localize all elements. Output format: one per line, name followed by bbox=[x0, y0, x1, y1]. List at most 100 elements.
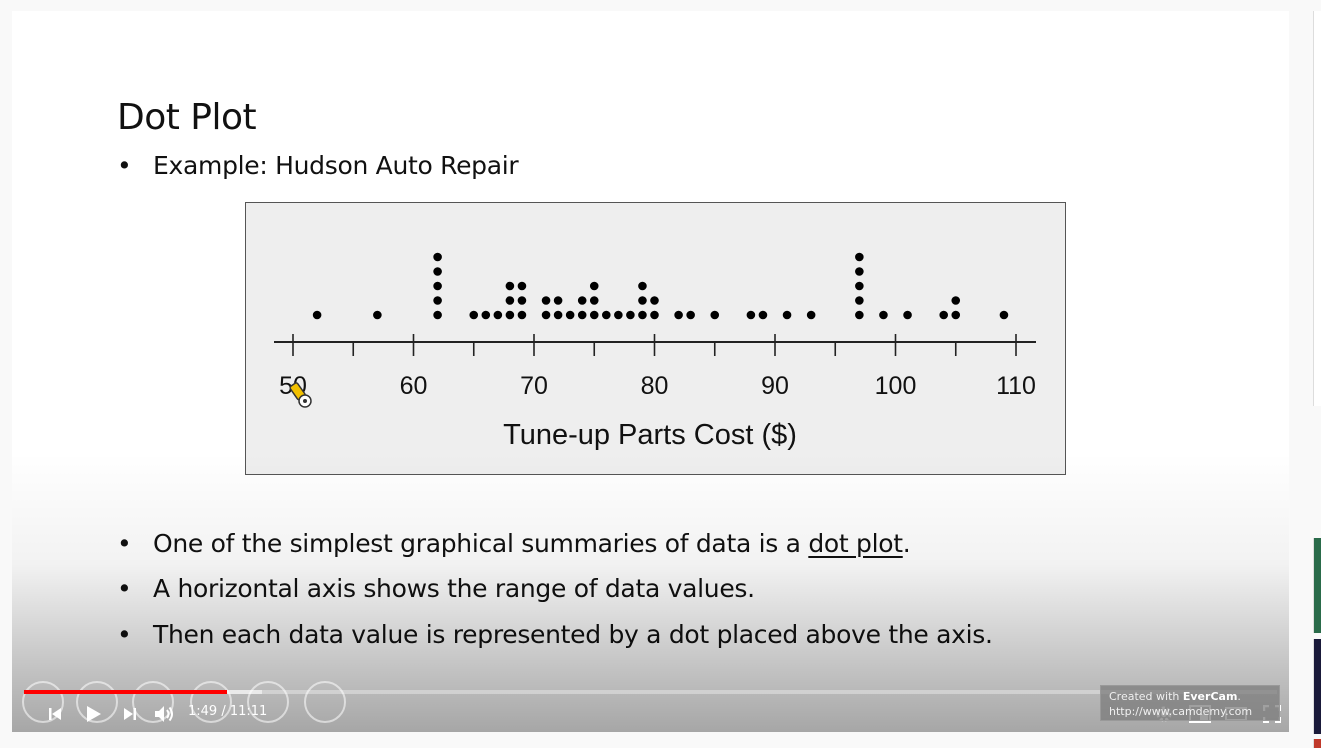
x-tick-label-70: 70 bbox=[520, 372, 548, 400]
right-sidebar-edge bbox=[1313, 11, 1321, 748]
evercam-watermark: Created with EverCam. http://www.camdemy… bbox=[1100, 685, 1280, 721]
dot-x74-2 bbox=[577, 296, 587, 305]
dot-x71-2 bbox=[541, 296, 551, 305]
x-axis-ticks bbox=[292, 334, 1017, 356]
bullet-glyph: • bbox=[117, 574, 132, 603]
evercam-zoom-circle bbox=[247, 681, 289, 723]
dot-x97-3 bbox=[855, 281, 864, 291]
dot-x69-3 bbox=[517, 281, 527, 291]
bullet-text: A horizontal axis shows the range of dat… bbox=[153, 574, 755, 603]
dot-x65-1 bbox=[469, 310, 479, 320]
dot-x77-1 bbox=[614, 310, 623, 320]
next-icon bbox=[124, 708, 136, 720]
dot-x80-1 bbox=[650, 310, 659, 320]
x-axis-tick-labels: 5060708090100110 bbox=[279, 372, 1036, 400]
slide-title: Dot Plot bbox=[117, 97, 257, 138]
volume-button[interactable] bbox=[152, 701, 178, 727]
sidebar-thumbnail[interactable] bbox=[1313, 739, 1321, 748]
evercam-slide-circle bbox=[190, 681, 232, 723]
dot-x105-2 bbox=[951, 296, 961, 305]
bullet-text-after: . bbox=[902, 529, 911, 558]
dot-x93-1 bbox=[806, 310, 816, 320]
dot-x83-1 bbox=[686, 310, 695, 320]
time-display: 1:49 / 11:11 bbox=[188, 704, 268, 719]
play-button[interactable] bbox=[80, 701, 106, 727]
dot-x74-1 bbox=[577, 310, 587, 320]
bullet-glyph: • bbox=[117, 620, 132, 649]
dot-x72-1 bbox=[553, 310, 563, 320]
x-tick-label-100: 100 bbox=[875, 372, 917, 400]
dot-x52-1 bbox=[312, 310, 322, 320]
dot-x85-1 bbox=[710, 310, 720, 320]
dot-x76-1 bbox=[602, 310, 611, 320]
progress-bar[interactable] bbox=[24, 690, 1277, 694]
dot-x75-3 bbox=[589, 281, 599, 291]
watermark-line-1: Created with EverCam. bbox=[1109, 689, 1271, 704]
volume-icon bbox=[155, 706, 173, 722]
dot-x68-1 bbox=[505, 310, 515, 320]
dot-x69-1 bbox=[517, 310, 527, 320]
dot-x68-3 bbox=[505, 281, 515, 291]
dot-x105-1 bbox=[951, 310, 961, 320]
slide-bullet-3: • Then each data value is represented by … bbox=[117, 620, 993, 649]
watermark-prefix: Created with bbox=[1109, 690, 1183, 703]
bullet-text-before: One of the simplest graphical summaries … bbox=[153, 529, 809, 558]
dot-x89-1 bbox=[758, 310, 768, 320]
progress-played bbox=[24, 690, 227, 694]
dot-x101-1 bbox=[903, 310, 912, 320]
video-frame-slide: Dot Plot •Example: Hudson Auto Repair 50… bbox=[12, 11, 1289, 732]
dot-x97-2 bbox=[855, 296, 864, 305]
bullet-text: Example: Hudson Auto Repair bbox=[153, 151, 519, 180]
dot-x62-4 bbox=[433, 267, 442, 276]
bullet-text: Then each data value is represented by a… bbox=[153, 620, 993, 649]
watermark-brand: EverCam bbox=[1182, 690, 1238, 703]
dot-x78-1 bbox=[626, 310, 635, 320]
sidebar-thumbnail[interactable] bbox=[1313, 639, 1321, 734]
watermark-line-2: http://www.camdemy.com bbox=[1109, 705, 1253, 718]
dot-plot-term: dot plot bbox=[808, 529, 903, 558]
watermark-suffix: . bbox=[1237, 690, 1241, 703]
slide-bullet-1: • One of the simplest graphical summaries… bbox=[117, 529, 911, 558]
dot-x104-1 bbox=[939, 310, 948, 320]
evercam-play-circle bbox=[76, 681, 118, 723]
dot-x82-1 bbox=[674, 310, 683, 320]
dot-x88-1 bbox=[746, 310, 756, 320]
dot-x62-3 bbox=[433, 281, 442, 291]
sidebar-thumbnail[interactable] bbox=[1313, 538, 1321, 633]
evercam-more-circle bbox=[304, 681, 346, 723]
dot-x99-1 bbox=[879, 310, 888, 320]
dot-x62-5 bbox=[433, 252, 442, 262]
video-player[interactable]: Dot Plot •Example: Hudson Auto Repair 50… bbox=[12, 11, 1289, 732]
x-tick-label-110: 110 bbox=[996, 372, 1036, 400]
dot-x69-2 bbox=[517, 296, 527, 305]
dot-marks bbox=[312, 252, 1009, 320]
previous-button[interactable] bbox=[44, 701, 66, 727]
dot-x91-1 bbox=[782, 310, 792, 320]
x-axis-label: Tune-up Parts Cost ($) bbox=[503, 419, 797, 451]
slide-bullet-example: • Example: Hudson Auto Repair bbox=[117, 151, 519, 180]
sidebar-card[interactable] bbox=[1313, 11, 1321, 406]
next-button[interactable] bbox=[119, 701, 141, 727]
dot-x97-5 bbox=[855, 252, 864, 262]
dot-x80-2 bbox=[650, 296, 659, 305]
dot-x97-1 bbox=[855, 310, 864, 320]
play-icon bbox=[87, 706, 101, 722]
dot-x67-1 bbox=[493, 310, 503, 320]
dot-x68-2 bbox=[505, 296, 515, 305]
bullet-glyph: • bbox=[117, 529, 132, 558]
dot-x66-1 bbox=[481, 310, 491, 320]
dot-x62-1 bbox=[433, 310, 442, 320]
evercam-back-circle bbox=[22, 681, 64, 723]
dot-x97-4 bbox=[855, 267, 864, 276]
evercam-pen-circle bbox=[132, 681, 174, 723]
dot-x71-1 bbox=[541, 310, 551, 320]
x-tick-label-80: 80 bbox=[641, 372, 669, 400]
dot-plot-chart: 5060708090100110 Tune-up Parts Cost ($) bbox=[245, 202, 1066, 475]
slide-bullet-2: • A horizontal axis shows the range of da… bbox=[117, 574, 755, 603]
dot-x75-2 bbox=[589, 296, 599, 305]
dot-x109-1 bbox=[999, 310, 1009, 320]
dot-x79-1 bbox=[638, 310, 647, 320]
previous-icon bbox=[49, 708, 61, 720]
dot-x79-3 bbox=[638, 281, 647, 291]
